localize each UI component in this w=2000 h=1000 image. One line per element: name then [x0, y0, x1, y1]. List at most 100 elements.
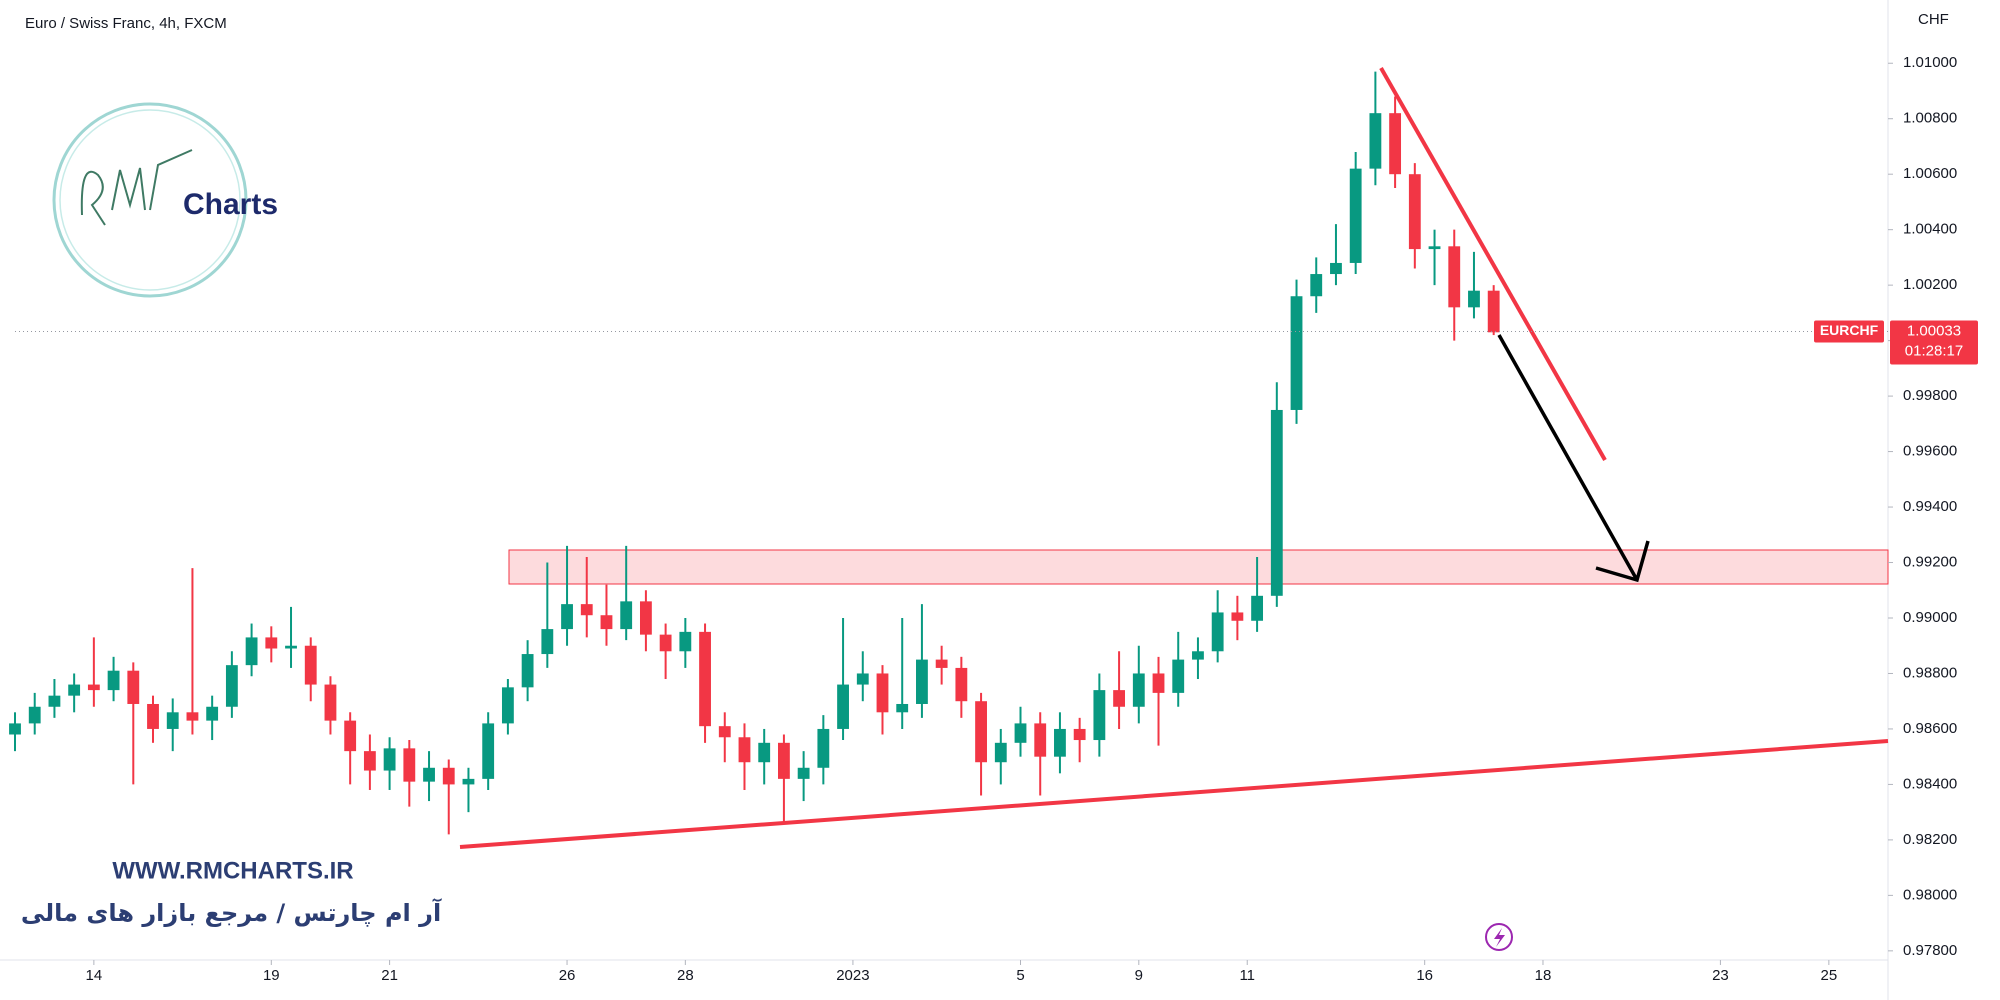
- candle-body: [718, 726, 731, 738]
- candle-body: [1389, 113, 1402, 175]
- candle-body: [738, 737, 751, 763]
- candle-body: [1192, 651, 1204, 660]
- last-price-badge: [1890, 320, 1978, 365]
- watermark-tagline: آر ام چارتس / مرجع بازار های مالی: [21, 898, 442, 927]
- candle-body: [1448, 246, 1461, 308]
- chart-title: Euro / Swiss Franc, 4h, FXCM: [25, 15, 227, 32]
- candle-body: [1487, 290, 1500, 333]
- candle-body: [1468, 290, 1480, 308]
- candle-body: [620, 601, 633, 630]
- x-tick-label: 23: [1712, 967, 1729, 984]
- candle-body: [186, 712, 199, 721]
- candle-body: [166, 712, 179, 729]
- x-tick-label: 26: [559, 967, 576, 984]
- candle-body: [9, 723, 21, 735]
- y-tick-label: 1.01000: [1903, 54, 1957, 71]
- y-tick-label: 0.98200: [1903, 831, 1957, 848]
- candle-body: [600, 615, 613, 630]
- candle-body: [521, 654, 534, 688]
- y-tick-label: 1.00600: [1903, 165, 1957, 182]
- candle-body: [856, 673, 869, 685]
- x-tick-label: 16: [1416, 967, 1433, 984]
- candle-body: [1073, 728, 1086, 741]
- candle-body: [1251, 595, 1264, 621]
- candle-body: [758, 742, 771, 763]
- candle-body: [127, 670, 140, 704]
- event-icon-bolt: [1494, 928, 1505, 947]
- x-tick-label: 28: [677, 967, 694, 984]
- x-tick-label: 18: [1535, 967, 1552, 984]
- x-tick-label: 9: [1135, 967, 1143, 984]
- x-tick-label: 11: [1239, 967, 1255, 984]
- candle-body: [896, 703, 909, 713]
- y-tick-label: 0.99400: [1903, 498, 1957, 515]
- y-tick-label: 1.00200: [1903, 276, 1957, 293]
- candle-body: [975, 701, 987, 763]
- candle-body: [344, 720, 357, 752]
- candle-body: [1093, 690, 1106, 741]
- y-tick-label: 0.97800: [1903, 942, 1957, 959]
- x-tick-label: 19: [263, 967, 280, 984]
- y-tick-label: 1.00400: [1903, 221, 1957, 238]
- candle-body: [659, 634, 672, 652]
- candle-body: [225, 665, 238, 707]
- symbol-label: EURCHF: [1820, 322, 1879, 338]
- candle-body: [147, 703, 159, 729]
- y-tick-label: 0.98000: [1903, 886, 1957, 903]
- candle-body: [679, 631, 692, 652]
- candle-body: [324, 684, 337, 721]
- candle-body: [501, 687, 514, 724]
- candle-body: [206, 706, 219, 721]
- candle-body: [363, 751, 376, 771]
- candle-body: [561, 604, 573, 630]
- last-price-label: 1.00033: [1907, 322, 1961, 339]
- x-tick-label: 2023: [836, 967, 869, 984]
- candle-body: [797, 767, 810, 779]
- candle-body: [876, 673, 889, 713]
- candle-body: [817, 728, 830, 768]
- y-tick-label: 1.00800: [1903, 110, 1957, 127]
- candle-body: [1113, 690, 1125, 707]
- candle-body: [1231, 612, 1244, 621]
- y-tick-label: 0.99000: [1903, 609, 1957, 626]
- x-tick-label: 21: [381, 967, 398, 984]
- candle-body: [442, 767, 455, 785]
- countdown-label: 01:28:17: [1905, 342, 1963, 359]
- watermark-url: WWW.RMCHARTS.IR: [112, 857, 353, 884]
- y-tick-label: 0.99200: [1903, 553, 1957, 570]
- candle-body: [265, 637, 278, 649]
- candle-body: [304, 645, 317, 685]
- candle-body: [541, 629, 554, 655]
- candle-body: [955, 667, 968, 702]
- candle-body: [1369, 113, 1382, 169]
- candle-body: [403, 748, 416, 782]
- candle-body: [423, 767, 435, 782]
- candle-body: [462, 778, 475, 785]
- logo-mark: [80, 149, 193, 226]
- forecast-arrow-head: [1595, 540, 1650, 583]
- candle-body: [107, 670, 120, 691]
- candle-body: [383, 748, 396, 771]
- x-tick-label: 5: [1016, 967, 1024, 984]
- candle-body: [580, 604, 593, 616]
- candle-body: [778, 742, 790, 779]
- candle-body: [28, 706, 41, 724]
- candle-body: [1034, 723, 1047, 757]
- candle-body: [48, 695, 61, 707]
- logo-ring: [52, 102, 248, 298]
- candle-body: [837, 684, 849, 729]
- candle-body: [1349, 168, 1362, 263]
- x-tick-label: 25: [1821, 967, 1838, 984]
- logo-text: Charts: [183, 188, 278, 221]
- candle-body: [245, 637, 258, 666]
- candle-body: [699, 631, 711, 727]
- candle-body: [1172, 659, 1185, 693]
- candle-body: [639, 601, 652, 635]
- candle-body: [1428, 246, 1441, 250]
- forecast-arrow: [1497, 334, 1639, 581]
- candle-body: [1211, 612, 1224, 652]
- candle-body: [68, 684, 81, 696]
- candle-body: [1152, 673, 1165, 693]
